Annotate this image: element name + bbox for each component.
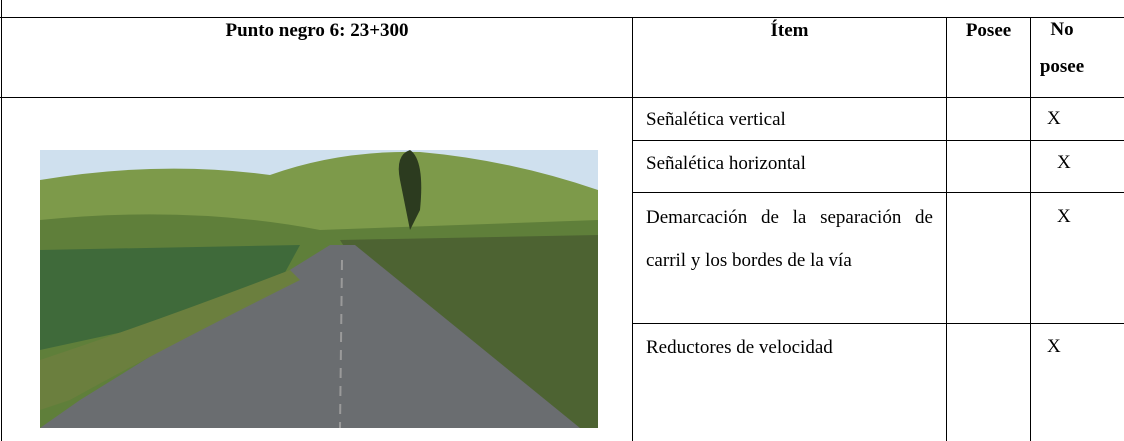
rule [632, 17, 633, 441]
item-cell: Señalética horizontal [646, 153, 806, 174]
mark-cell: X [1047, 336, 1061, 357]
rule [946, 17, 947, 441]
mark-cell: X [1057, 152, 1071, 173]
road-photo [40, 150, 598, 428]
rule [0, 17, 1124, 18]
item-cell: Reductores de velocidad [646, 337, 833, 358]
header-cell: Posee [965, 20, 1012, 41]
rule [632, 140, 1124, 141]
rule [632, 323, 1124, 324]
mark-cell: X [1047, 108, 1061, 129]
header-cell: Ítem [770, 20, 809, 41]
rule [0, 97, 1124, 98]
rule [1, 0, 2, 441]
item-cell: Demarcación de la separación de carril y… [646, 207, 933, 271]
rule [1030, 17, 1031, 441]
rule [632, 192, 1124, 193]
item-cell: Señalética vertical [646, 109, 786, 130]
mark-cell: X [1057, 206, 1071, 227]
header-cell: No posee [1039, 19, 1085, 77]
header-cell: Punto negro 6: 23+300 [225, 20, 409, 41]
